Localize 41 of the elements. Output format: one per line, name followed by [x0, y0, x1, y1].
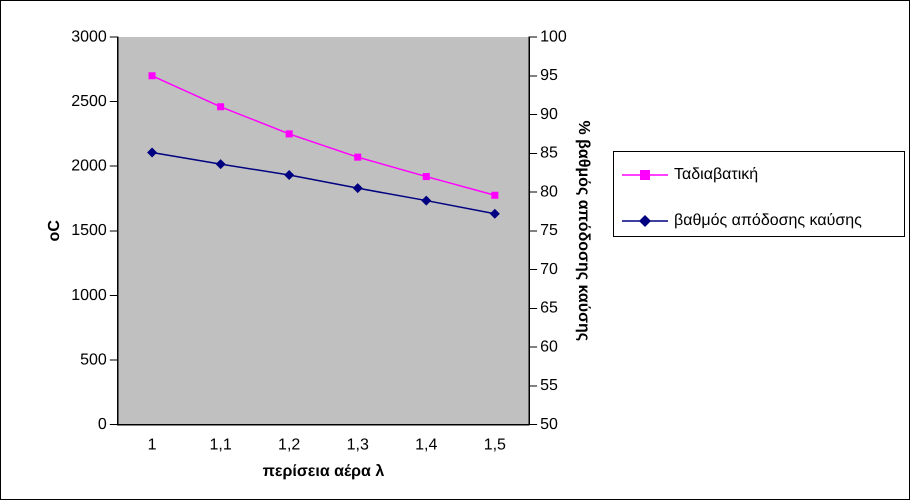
y2-tick-label: 90 — [540, 106, 558, 123]
point — [284, 170, 294, 180]
x-tick-label: 1,3 — [346, 436, 369, 454]
y-tick-label: 0 — [98, 416, 107, 434]
y2-tick-label: 80 — [540, 183, 558, 200]
point — [490, 208, 500, 219]
y2-tick-label: 60 — [540, 338, 558, 356]
y2-tick-label: 50 — [540, 416, 558, 434]
x-tick-label: 1,2 — [278, 436, 300, 454]
y-axis-title: oC — [46, 220, 64, 242]
point — [491, 192, 498, 199]
point — [217, 103, 224, 110]
point — [421, 196, 432, 206]
y2-tick-label: 65 — [540, 300, 558, 317]
point — [147, 148, 158, 158]
point — [422, 173, 430, 180]
point — [216, 159, 226, 170]
point — [286, 130, 293, 138]
y-tick-label: 1000 — [71, 286, 107, 304]
x-tick-label: 1 — [148, 436, 157, 454]
y2-axis-title: % βαθμός απόδοσης καύσης — [574, 120, 592, 342]
y-tick-label: 2000 — [71, 158, 107, 175]
point — [148, 72, 156, 80]
y2-tick-label: 95 — [540, 67, 558, 84]
legend-label: βαθμός απόδοσης καύσης — [674, 212, 862, 230]
y2-tick-label: 55 — [540, 377, 558, 394]
x-axis-title: περίσεια αέρα λ — [262, 462, 384, 480]
x-tick-label: 1,1 — [209, 436, 232, 454]
x-tick-label: 1,4 — [415, 436, 438, 454]
y2-tick-label: 70 — [540, 260, 558, 278]
x-tick-label: 1,5 — [484, 436, 506, 454]
y-tick-label: 3000 — [71, 28, 107, 46]
y2-tick-label: 85 — [540, 144, 558, 162]
y2-tick-label: 100 — [540, 28, 567, 46]
y-tick-label: 500 — [80, 351, 107, 368]
legend-label: Ταδιαβατική — [674, 166, 758, 184]
y-tick-label: 2500 — [71, 93, 107, 110]
point — [352, 183, 363, 194]
point — [354, 154, 362, 161]
y2-tick-label: 75 — [540, 222, 558, 240]
y-tick-label: 1500 — [71, 222, 107, 240]
